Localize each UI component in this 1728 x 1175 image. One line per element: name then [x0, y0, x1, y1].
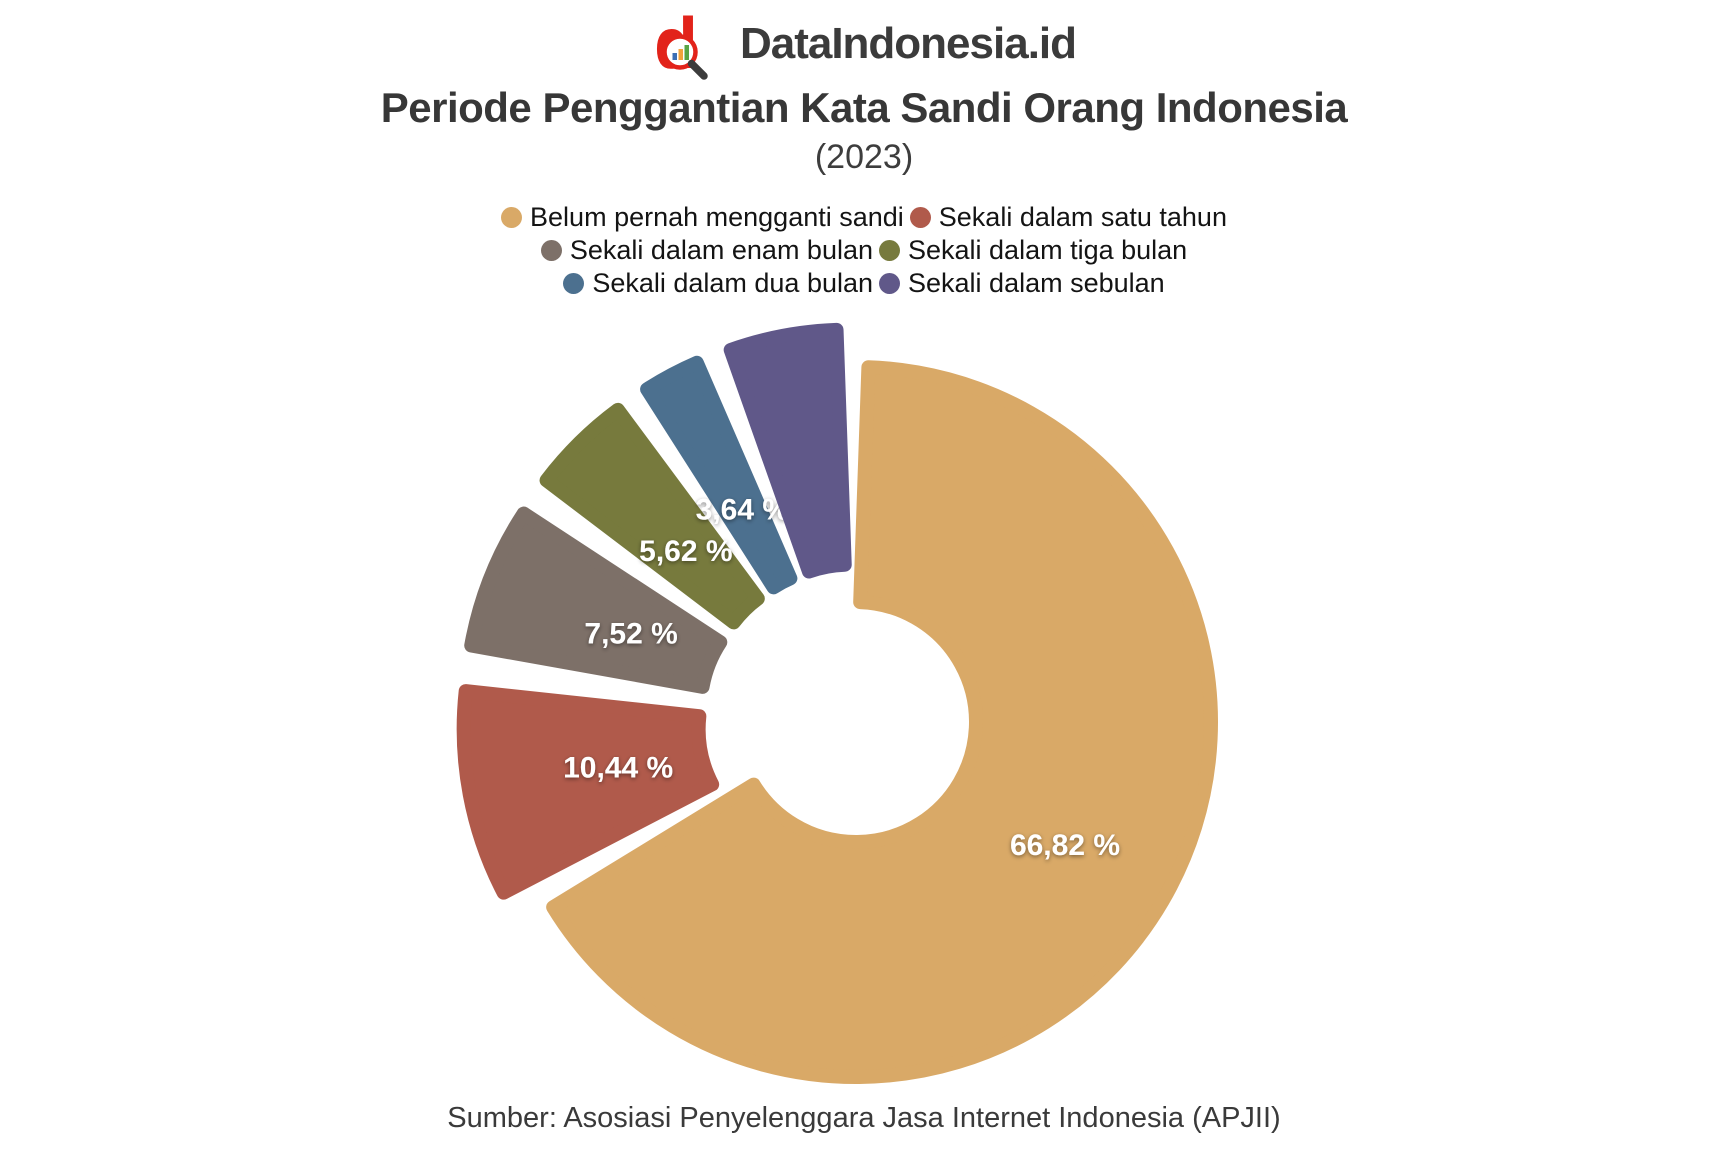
- legend-label: Sekali dalam tiga bulan: [908, 235, 1188, 265]
- legend-label: Sekali dalam satu tahun: [938, 202, 1227, 232]
- donut-slice-0: [546, 360, 1218, 1084]
- source-note: Sumber: Asosiasi Penyelenggara Jasa Inte…: [447, 1102, 1281, 1134]
- legend-item-belum-pernah: Belum pernah mengganti sandi: [501, 202, 904, 233]
- legend-item-dua-bulan: Sekali dalam dua bulan: [563, 268, 873, 299]
- donut-slice-3: [539, 402, 765, 630]
- legend-label: Sekali dalam enam bulan: [569, 235, 873, 265]
- legend: Belum pernah mengganti sandi Sekali dala…: [464, 202, 1264, 299]
- donut-slice-5: [723, 322, 852, 579]
- slice-label-4: 3,64 %: [696, 493, 789, 526]
- legend-label: Sekali dalam dua bulan: [592, 268, 874, 298]
- legend-swatch-icon: [501, 207, 523, 228]
- chart-subtitle: (2023): [814, 138, 914, 176]
- legend-swatch-icon: [563, 273, 585, 294]
- slice-label-2: 7,52 %: [584, 618, 677, 651]
- logo-text: DataIndonesia.id: [739, 19, 1077, 68]
- donut-slice-4: [640, 355, 798, 595]
- legend-item-enam-bulan: Sekali dalam enam bulan: [540, 235, 873, 266]
- slice-label-3: 5,62 %: [639, 535, 732, 568]
- legend-swatch-icon: [540, 240, 562, 261]
- legend-label: Sekali dalam sebulan: [908, 268, 1165, 298]
- legend-swatch-icon: [879, 240, 900, 261]
- legend-label: Belum pernah mengganti sandi: [530, 202, 904, 232]
- chart-title: Periode Penggantian Kata Sandi Orang Ind…: [380, 84, 1348, 131]
- legend-item-tiga-bulan: Sekali dalam tiga bulan: [879, 235, 1187, 266]
- legend-item-sebulan: Sekali dalam sebulan: [879, 268, 1165, 299]
- logo: d DataIndonesia.id: [0, 8, 1728, 80]
- legend-swatch-icon: [909, 207, 931, 228]
- donut-slice-2: [464, 506, 728, 694]
- donut-slice-1: [456, 684, 720, 900]
- legend-item-satu-tahun: Sekali dalam satu tahun: [909, 202, 1227, 233]
- legend-swatch-icon: [879, 273, 901, 294]
- dataindonesia-logo-icon: d: [654, 8, 708, 80]
- slice-label-0: 66,82 %: [1010, 829, 1120, 862]
- slice-label-1: 10,44 %: [563, 752, 673, 785]
